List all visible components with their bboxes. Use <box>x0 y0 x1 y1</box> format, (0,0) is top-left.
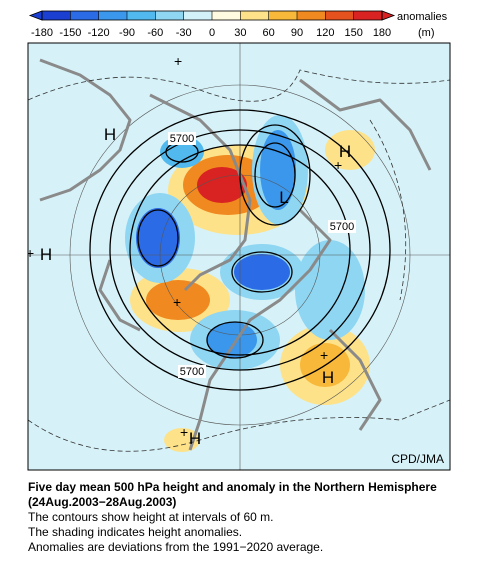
pressure-center-label: H <box>189 429 201 448</box>
colorbar-tick-label: 90 <box>291 27 303 39</box>
svg-text:+: + <box>174 53 182 69</box>
contour-label: 5700 <box>180 366 204 378</box>
map: + + + + + + <box>26 43 450 470</box>
svg-text:+: + <box>180 424 188 440</box>
colorbar-segment <box>212 11 241 20</box>
colorbar-segment <box>297 11 326 20</box>
colorbar-tick-label: 60 <box>263 27 275 39</box>
colorbar-segment <box>268 11 297 20</box>
colorbar-tick-label: 150 <box>344 27 362 39</box>
caption-line: Anomalies are deviations from the 1991−2… <box>28 540 324 554</box>
contour-label: 5700 <box>170 133 194 145</box>
contour-label: 5700 <box>330 221 354 233</box>
colorbar-segment <box>240 11 269 20</box>
pressure-center-label: L <box>279 188 288 207</box>
caption-lines: The contours show height at intervals of… <box>28 510 323 555</box>
colorbar-segment <box>127 11 156 20</box>
colorbar-segment <box>325 11 354 20</box>
colorbar-segment <box>155 11 184 20</box>
contour-label-bg <box>328 220 356 233</box>
svg-text:+: + <box>26 245 34 261</box>
svg-text:+: + <box>334 157 342 173</box>
colorbar-tick-label: 30 <box>234 27 246 39</box>
pressure-center-label: H <box>104 125 116 144</box>
caption-line: The contours show height at intervals of… <box>28 510 274 524</box>
colorbar-segment <box>353 11 382 20</box>
colorbar-tick-label: 0 <box>209 27 215 39</box>
caption-line: The shading indicates height anomalies. <box>28 525 243 539</box>
pressure-center-label: H <box>322 368 334 387</box>
colorbar-label: anomalies <box>397 11 448 23</box>
pressure-center-label: H <box>339 142 351 161</box>
svg-text:+: + <box>173 294 181 310</box>
contour-label-bg <box>178 365 206 378</box>
colorbar-arrow <box>28 10 43 21</box>
colorbar-tick-label: -90 <box>119 27 135 39</box>
colorbar-segment <box>42 11 71 20</box>
figure: + + + + + + CPD/JMA -180 -150 -120 -90 -60 -30 0 30… <box>26 10 451 471</box>
colorbar-tick-label: -150 <box>59 27 81 39</box>
contour-label-bg <box>168 132 196 145</box>
svg-text:+: + <box>320 347 328 363</box>
colorbar-segment <box>183 11 212 20</box>
colorbar-tick-label: -120 <box>88 27 110 39</box>
colorbar-tick-label: -180 <box>31 27 53 39</box>
caption-title: Five day mean 500 hPa height and anomaly… <box>28 480 437 509</box>
colorbar-arrow <box>381 10 396 21</box>
colorbar-segment <box>98 11 127 20</box>
pressure-center-label: H <box>40 245 52 264</box>
colorbar-tick-label: -30 <box>176 27 192 39</box>
credit: CPD/JMA <box>391 452 444 466</box>
colorbar-segment <box>70 11 99 20</box>
colorbar-tick-label: -60 <box>147 27 163 39</box>
colorbar-tick-label: 180 <box>373 27 391 39</box>
colorbar-unit: (m) <box>418 27 435 39</box>
colorbar-tick-label: 120 <box>316 27 334 39</box>
